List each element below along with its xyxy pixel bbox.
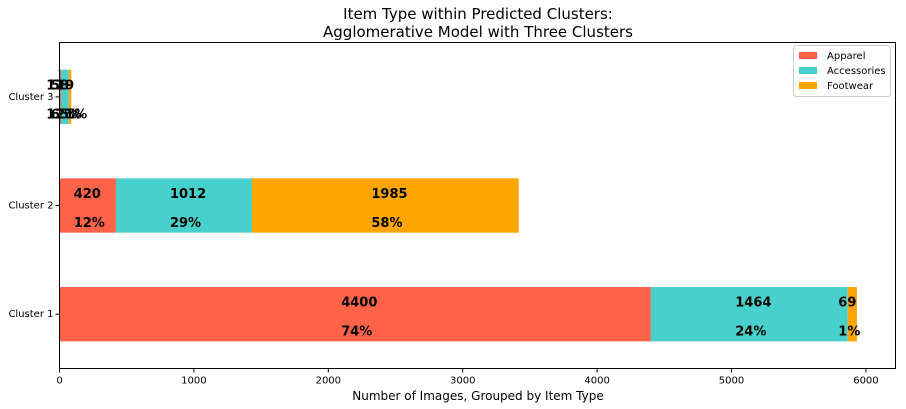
bar-percent-label: 21% [56, 107, 87, 122]
chart-subtitle: Agglomerative Model with Three Clusters [323, 23, 633, 41]
chart-title: Item Type within Predicted Clusters: [343, 5, 613, 23]
legend-label-apparel: Apparel [827, 51, 866, 62]
bar-cluster-1-apparel [59, 287, 651, 342]
bar-cluster-2-accessories [115, 178, 252, 233]
bar-count-label: 420 [74, 187, 101, 202]
bar-percent-label: 65% [51, 107, 82, 122]
x-tick-label: 0 [56, 376, 62, 387]
bar-cluster-2-apparel [59, 178, 116, 233]
x-tick-label: 5000 [719, 376, 744, 387]
x-tick-label: 4000 [584, 376, 609, 387]
y-axis-ticks: Cluster 1 Cluster 2 Cluster 3 [8, 92, 60, 320]
bar-cluster-3-accessories [60, 69, 69, 124]
legend-swatch-footwear [799, 82, 817, 89]
bar-percent-label: 58% [371, 216, 402, 231]
legend-swatch-accessories [799, 67, 817, 74]
y-tick-label: Cluster 3 [8, 92, 53, 103]
bar-count-label: 1985 [371, 187, 407, 202]
y-tick-label: Cluster 2 [8, 201, 53, 212]
bar-percent-label: 29% [170, 216, 201, 231]
bar-percent-label: 74% [341, 325, 372, 340]
bar-count-label: 19 [56, 78, 74, 93]
y-tick-label: Cluster 1 [8, 309, 53, 320]
x-tick-label: 3000 [450, 376, 475, 387]
bar-count-label: 69 [838, 296, 856, 311]
bar-cluster-3-apparel [59, 69, 61, 124]
bar-count-label: 4400 [341, 296, 377, 311]
bar-cluster-2-footwear [251, 178, 519, 233]
bar-count-label: 1012 [170, 187, 206, 202]
bar-percent-label: 1% [838, 325, 860, 340]
bars-group [59, 69, 857, 342]
legend-swatch-apparel [799, 52, 817, 59]
legend: Apparel Accessories Footwear [793, 45, 891, 97]
bar-cluster-1-accessories [650, 287, 848, 342]
legend-frame [793, 45, 891, 97]
legend-label-accessories: Accessories [827, 66, 886, 77]
bar-cluster-3-footwear [68, 69, 72, 124]
bar-percent-label: 24% [735, 325, 766, 340]
x-tick-label: 2000 [316, 376, 341, 387]
legend-label-footwear: Footwear [827, 81, 874, 92]
x-axis-label: Number of Images, Grouped by Item Type [352, 389, 603, 403]
x-axis-ticks: 0 1000 2000 3000 4000 5000 6000 [56, 368, 879, 387]
x-tick-label: 1000 [181, 376, 206, 387]
bar-percent-label: 12% [46, 107, 77, 122]
bar-percent-label: 12% [74, 216, 105, 231]
x-tick-label: 6000 [853, 376, 878, 387]
bar-cluster-1-footwear [847, 287, 857, 342]
bar-count-label: 1464 [735, 296, 771, 311]
